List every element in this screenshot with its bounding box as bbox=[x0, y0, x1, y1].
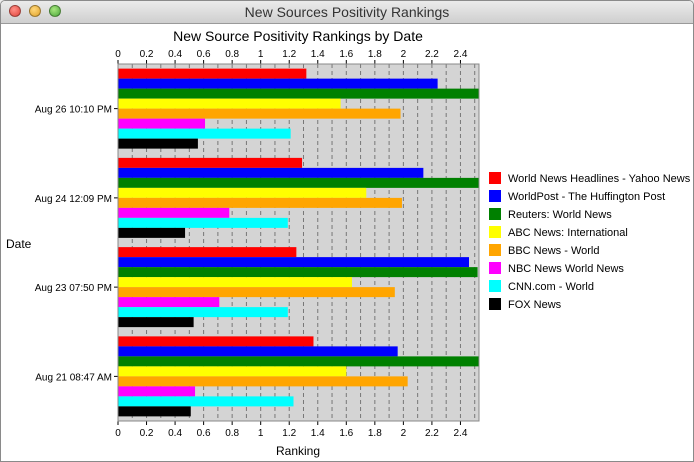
bar bbox=[118, 167, 424, 178]
legend-label: ABC News: International bbox=[508, 227, 628, 239]
bar bbox=[118, 307, 288, 318]
window-title: New Sources Positivity Rankings bbox=[244, 4, 450, 20]
bar bbox=[118, 287, 395, 298]
legend-label: NBC News World News bbox=[508, 263, 624, 275]
x-tick-label-bottom: 0.2 bbox=[140, 428, 154, 439]
title-bar[interactable]: New Sources Positivity Rankings bbox=[1, 1, 693, 24]
legend-label: Reuters: World News bbox=[508, 209, 612, 221]
minimize-window-button[interactable] bbox=[29, 5, 41, 17]
x-tick-label-top: 2.4 bbox=[453, 49, 467, 60]
bar bbox=[118, 297, 220, 308]
zoom-window-button[interactable] bbox=[49, 5, 61, 17]
bar bbox=[118, 317, 194, 328]
bar bbox=[118, 88, 479, 99]
bar bbox=[118, 356, 479, 367]
bar bbox=[118, 217, 288, 228]
bar bbox=[118, 108, 401, 119]
x-tick-label-bottom: 1.6 bbox=[339, 428, 353, 439]
x-tick-label-top: 1.6 bbox=[339, 49, 353, 60]
x-tick-label-top: 1.2 bbox=[282, 49, 296, 60]
legend-swatch bbox=[489, 298, 501, 310]
bar bbox=[118, 346, 398, 357]
x-tick-label-bottom: 0 bbox=[115, 428, 121, 439]
bar bbox=[118, 68, 307, 79]
x-tick-label-bottom: 0.4 bbox=[168, 428, 182, 439]
legend-swatch bbox=[489, 172, 501, 184]
y-tick-label: Aug 24 12:09 PM bbox=[35, 194, 112, 205]
x-tick-label-bottom: 0.8 bbox=[225, 428, 239, 439]
legend-swatch bbox=[489, 190, 501, 202]
y-tick-label: Aug 23 07:50 PM bbox=[35, 283, 112, 294]
legend-label: CNN.com - World bbox=[508, 281, 594, 293]
legend: World News Headlines - Yahoo News WorldPo… bbox=[489, 172, 691, 311]
legend-label: BBC News - World bbox=[508, 245, 599, 257]
x-tick-label-top: 1.8 bbox=[368, 49, 382, 60]
x-tick-label-top: 0.2 bbox=[140, 49, 154, 60]
legend-label: FOX News bbox=[508, 299, 562, 311]
bar bbox=[118, 128, 291, 139]
chart-title: New Source Positivity Rankings by Date bbox=[173, 28, 423, 44]
bar-chart: New Source Positivity Rankings by Date R… bbox=[6, 28, 691, 458]
x-tick-label-bottom: 1.8 bbox=[368, 428, 382, 439]
plot-frame bbox=[117, 63, 480, 422]
x-tick-label-top: 1.4 bbox=[311, 49, 325, 60]
chart-area: New Source Positivity Rankings by Date R… bbox=[1, 24, 693, 461]
bar bbox=[118, 157, 303, 168]
bar bbox=[118, 396, 294, 407]
plot-area: 0 0 0.2 0.2 0.4 0.4 0.6 0.6 0.8 0.8 1 1 1.2 1.2 1.4 1.4… bbox=[35, 49, 480, 439]
bar bbox=[118, 366, 347, 377]
legend-label: WorldPost - The Huffington Post bbox=[508, 191, 665, 203]
bar bbox=[118, 98, 341, 109]
x-tick-label-top: 0.8 bbox=[225, 49, 239, 60]
bar bbox=[118, 177, 479, 188]
x-tick-label-top: 0.6 bbox=[197, 49, 211, 60]
bar bbox=[118, 118, 206, 129]
x-tick-label-bottom: 2 bbox=[401, 428, 407, 439]
legend-swatch bbox=[489, 262, 501, 274]
bar bbox=[118, 257, 470, 268]
bar bbox=[118, 247, 297, 258]
y-tick-label: Aug 26 10:10 PM bbox=[35, 105, 112, 116]
x-tick-label-bottom: 2.4 bbox=[453, 428, 467, 439]
bar bbox=[118, 227, 186, 238]
bar bbox=[118, 376, 408, 387]
bar bbox=[118, 138, 198, 149]
bar bbox=[118, 386, 196, 397]
bar bbox=[118, 336, 314, 347]
x-tick-label-bottom: 1 bbox=[258, 428, 264, 439]
x-tick-label-bottom: 1.2 bbox=[282, 428, 296, 439]
legend-swatch bbox=[489, 208, 501, 220]
bar bbox=[118, 207, 230, 218]
x-tick-label-top: 0.4 bbox=[168, 49, 182, 60]
x-tick-label-bottom: 0.6 bbox=[197, 428, 211, 439]
x-tick-label-top: 2.2 bbox=[425, 49, 439, 60]
bar bbox=[118, 267, 478, 278]
legend-swatch bbox=[489, 244, 501, 256]
x-axis-label: Ranking bbox=[276, 444, 320, 458]
bar bbox=[118, 277, 353, 288]
x-tick-label-top: 2 bbox=[401, 49, 407, 60]
bar bbox=[118, 187, 367, 198]
close-window-button[interactable] bbox=[9, 5, 21, 17]
bar bbox=[118, 197, 402, 208]
x-tick-label-bottom: 1.4 bbox=[311, 428, 325, 439]
x-tick-label-top: 1 bbox=[258, 49, 264, 60]
bar bbox=[118, 78, 438, 89]
y-axis-label: Date bbox=[6, 237, 32, 251]
x-tick-label-top: 0 bbox=[115, 49, 121, 60]
legend-swatch bbox=[489, 226, 501, 238]
legend-label: World News Headlines - Yahoo News bbox=[508, 173, 691, 185]
legend-swatch bbox=[489, 280, 501, 292]
bar bbox=[118, 406, 191, 417]
y-tick-label: Aug 21 08:47 AM bbox=[35, 372, 112, 383]
x-tick-label-bottom: 2.2 bbox=[425, 428, 439, 439]
